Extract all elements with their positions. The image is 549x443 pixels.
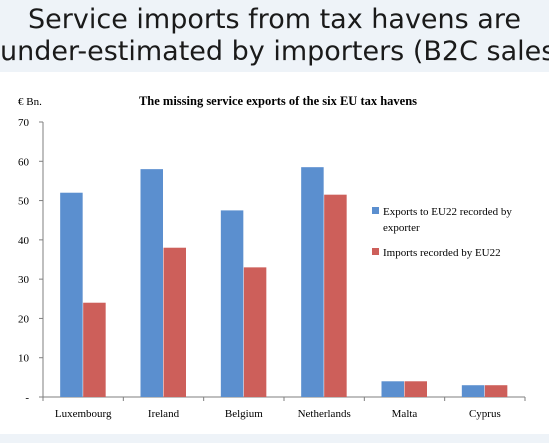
x-tick-label: Ireland — [148, 408, 180, 420]
slide-header: Service imports from tax havens are unde… — [0, 0, 549, 72]
chart-bars — [60, 167, 508, 397]
chart-labels: The missing service exports of the six E… — [18, 94, 501, 420]
bar-exports-ireland — [140, 169, 163, 397]
bar-exports-belgium — [220, 210, 244, 397]
bar-exports-cyprus — [461, 385, 485, 397]
bar-imports-luxembourg — [83, 302, 106, 397]
bar-exports-netherlands — [301, 167, 324, 397]
chart-legend: Exports to EU22 recorded by exporter Impor… — [372, 206, 512, 259]
bar-imports-cyprus — [484, 385, 508, 397]
chart-axes — [39, 121, 526, 401]
y-tick-label: 30 — [18, 274, 30, 286]
y-tick-label: 40 — [18, 235, 30, 247]
x-tick-label: Netherlands — [298, 408, 351, 420]
legend-label-imports: Imports recorded by EU22 — [383, 247, 501, 259]
y-tick-label: 20 — [18, 313, 30, 325]
slide-title-line-2: under-estimated by importers (B2C sales) — [0, 36, 549, 67]
legend-swatch-imports — [372, 248, 379, 255]
x-tick-label: Malta — [392, 408, 418, 420]
bar-imports-belgium — [243, 267, 267, 397]
legend-label-exports: Exports to EU22 recorded by exporter — [383, 206, 512, 234]
bar-imports-ireland — [163, 247, 186, 397]
slide-footer — [0, 434, 549, 443]
bar-exports-malta — [381, 381, 404, 397]
y-tick-label: - — [25, 392, 29, 404]
x-tick-label: Belgium — [225, 408, 263, 420]
y-tick-label: 60 — [18, 156, 30, 168]
bar-imports-malta — [404, 381, 427, 397]
y-axis-unit-label: € Bn. — [18, 96, 42, 108]
legend-swatch-exports — [372, 207, 379, 214]
x-tick-label: Cyprus — [469, 408, 501, 420]
y-tick-label: 10 — [18, 353, 30, 365]
slide-title-line-1: Service imports from tax havens are — [28, 4, 521, 35]
chart-title: The missing service exports of the six E… — [139, 94, 417, 108]
y-tick-label: 50 — [18, 196, 30, 208]
bar-exports-luxembourg — [60, 192, 83, 397]
y-tick-label: 70 — [18, 117, 30, 129]
bar-imports-netherlands — [324, 194, 347, 397]
x-tick-label: Luxembourg — [55, 408, 112, 420]
bar-chart: The missing service exports of the six E… — [18, 94, 526, 420]
